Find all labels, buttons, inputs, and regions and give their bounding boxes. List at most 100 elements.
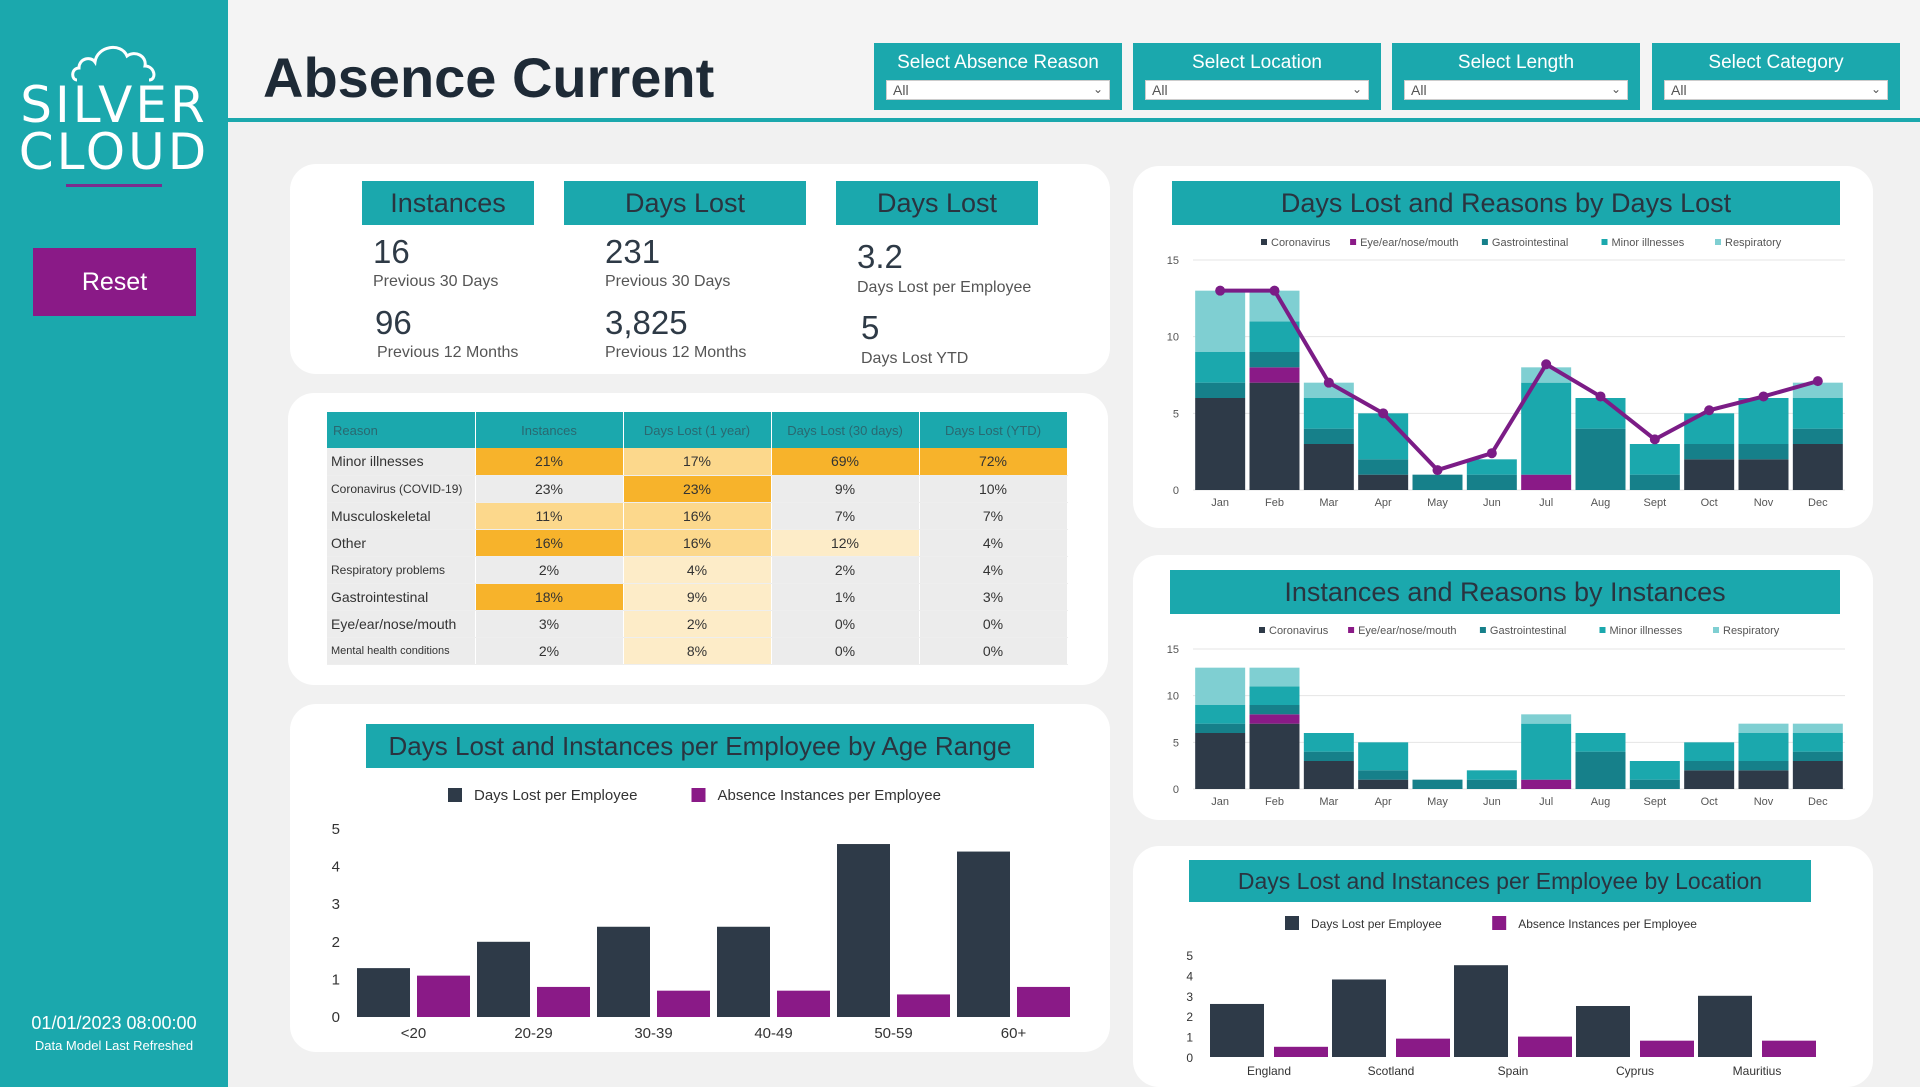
x-tick-label: England xyxy=(1247,1064,1291,1078)
bar-segment xyxy=(1358,779,1409,789)
legend-swatch xyxy=(1259,627,1265,633)
legend-label: Gastrointestinal xyxy=(1492,237,1568,249)
kpi-per-employee-title: Days Lost xyxy=(836,181,1038,225)
table-row[interactable]: Coronavirus (COVID-19) 23% 23% 9% 10% xyxy=(327,475,1068,503)
bar-segment xyxy=(1466,770,1517,780)
legend-label: Coronavirus xyxy=(1269,625,1329,637)
bar-segment xyxy=(1249,667,1300,687)
kpi-instances-30d-label: Previous 30 Days xyxy=(373,273,499,290)
bar-segment xyxy=(1738,761,1789,771)
legend-label: Absence Instances per Employee xyxy=(1518,917,1697,931)
bar xyxy=(1698,995,1752,1057)
bar-segment xyxy=(1629,779,1680,789)
reason-cell: Respiratory problems xyxy=(327,556,476,584)
table-row[interactable]: Eye/ear/nose/mouth 3% 2% 0% 0% xyxy=(327,610,1068,638)
kpi-days-lost-30d-label: Previous 30 Days xyxy=(605,273,731,290)
reset-button[interactable]: Reset xyxy=(33,248,196,316)
column-header[interactable]: Days Lost (30 days) xyxy=(771,412,920,448)
line-point xyxy=(1758,391,1769,402)
value-cell: 16% xyxy=(475,529,624,557)
category-dropdown[interactable]: All ⌄ xyxy=(1664,80,1888,100)
location-dropdown[interactable]: All ⌄ xyxy=(1145,80,1369,100)
column-header[interactable]: Instances xyxy=(475,412,624,448)
value-cell: 21% xyxy=(475,448,624,476)
bar-segment xyxy=(1521,723,1572,780)
x-tick-label: Apr xyxy=(1375,796,1392,808)
table-row[interactable]: Gastrointestinal 18% 9% 1% 3% xyxy=(327,583,1068,611)
value-cell: 9% xyxy=(623,583,772,611)
x-tick-label: Dec xyxy=(1808,796,1828,808)
bar xyxy=(597,926,650,1017)
bar-segment xyxy=(1358,770,1409,780)
dropdown-value: All xyxy=(1152,82,1168,98)
y-tick-label: 5 xyxy=(1173,408,1179,420)
length-dropdown[interactable]: All ⌄ xyxy=(1404,80,1628,100)
value-cell: 2% xyxy=(623,610,772,638)
line-point xyxy=(1378,408,1389,419)
x-tick-label: Dec xyxy=(1808,497,1828,509)
days-lost-reasons-title: Days Lost and Reasons by Days Lost xyxy=(1172,181,1840,225)
y-tick-label: 2 xyxy=(332,934,340,951)
bar xyxy=(957,851,1010,1017)
table-row[interactable]: Minor illnesses 21% 17% 69% 72% xyxy=(327,448,1068,476)
line-point xyxy=(1215,285,1226,296)
legend-label: Minor illnesses xyxy=(1610,625,1683,637)
legend-swatch xyxy=(1715,239,1721,245)
table-row[interactable]: Other 16% 16% 12% 4% xyxy=(327,529,1068,557)
table-row[interactable]: Mental health conditions 2% 8% 0% 0% xyxy=(327,637,1068,665)
legend-label: Absence Instances per Employee xyxy=(718,787,941,804)
kpi-days-lost-title: Days Lost xyxy=(564,181,806,225)
value-cell: 18% xyxy=(475,583,624,611)
x-tick-label: Feb xyxy=(1265,796,1284,808)
table-row[interactable]: Respiratory problems 2% 4% 2% 4% xyxy=(327,556,1068,584)
bar-segment xyxy=(1466,474,1517,490)
column-header[interactable]: Days Lost (1 year) xyxy=(623,412,772,448)
value-cell: 17% xyxy=(623,448,772,476)
kpi-per-employee-value: 3.2 xyxy=(857,238,903,275)
dropdown-value: All xyxy=(893,82,909,98)
legend-swatch xyxy=(1481,239,1488,245)
bar-segment xyxy=(1521,382,1572,475)
reason-cell: Musculoskeletal xyxy=(327,502,476,530)
value-cell: 23% xyxy=(623,475,772,503)
legend-swatch xyxy=(1261,239,1267,245)
bar-segment xyxy=(1358,459,1409,475)
logo-underline xyxy=(66,184,162,187)
bar-segment xyxy=(1249,382,1300,490)
value-cell: 12% xyxy=(771,529,920,557)
slicer-label: Select Location xyxy=(1192,52,1322,73)
bar-segment xyxy=(1684,742,1735,761)
bar-segment xyxy=(1195,705,1246,724)
bar-segment xyxy=(1684,770,1735,789)
line-point xyxy=(1649,434,1660,445)
bar-segment xyxy=(1792,723,1843,733)
bar-segment xyxy=(1303,428,1354,444)
y-tick-label: 5 xyxy=(1173,737,1179,749)
column-header[interactable]: Reason xyxy=(327,412,476,448)
value-cell: 8% xyxy=(623,637,772,665)
table-row[interactable]: Musculoskeletal 11% 16% 7% 7% xyxy=(327,502,1068,530)
bar xyxy=(477,941,530,1017)
bar-segment xyxy=(1303,733,1354,752)
bar-segment xyxy=(1303,751,1354,761)
bar-segment xyxy=(1303,398,1354,429)
x-tick-label: 60+ xyxy=(1001,1025,1027,1042)
line-point xyxy=(1323,377,1334,388)
value-cell: 3% xyxy=(919,583,1068,611)
value-cell: 7% xyxy=(771,502,920,530)
x-tick-label: Scotland xyxy=(1368,1064,1415,1078)
x-tick-label: 20-29 xyxy=(514,1025,552,1042)
bar-segment xyxy=(1195,398,1246,490)
value-cell: 2% xyxy=(475,556,624,584)
legend-label: Coronavirus xyxy=(1271,237,1331,249)
y-tick-label: 4 xyxy=(1186,969,1193,983)
bar-segment xyxy=(1575,398,1626,429)
absence-reason-dropdown[interactable]: All ⌄ xyxy=(886,80,1110,100)
x-tick-label: Aug xyxy=(1591,796,1611,808)
line-point xyxy=(1541,359,1552,370)
bar xyxy=(717,926,770,1017)
column-header[interactable]: Days Lost (YTD) xyxy=(919,412,1068,448)
refresh-date: 01/01/2023 08:00:00 xyxy=(31,1013,197,1033)
line-point xyxy=(1704,405,1715,416)
age-range-chart: 0 1 2 3 4 5 Days Lost per Employee Absence Inst… xyxy=(332,787,1070,1042)
